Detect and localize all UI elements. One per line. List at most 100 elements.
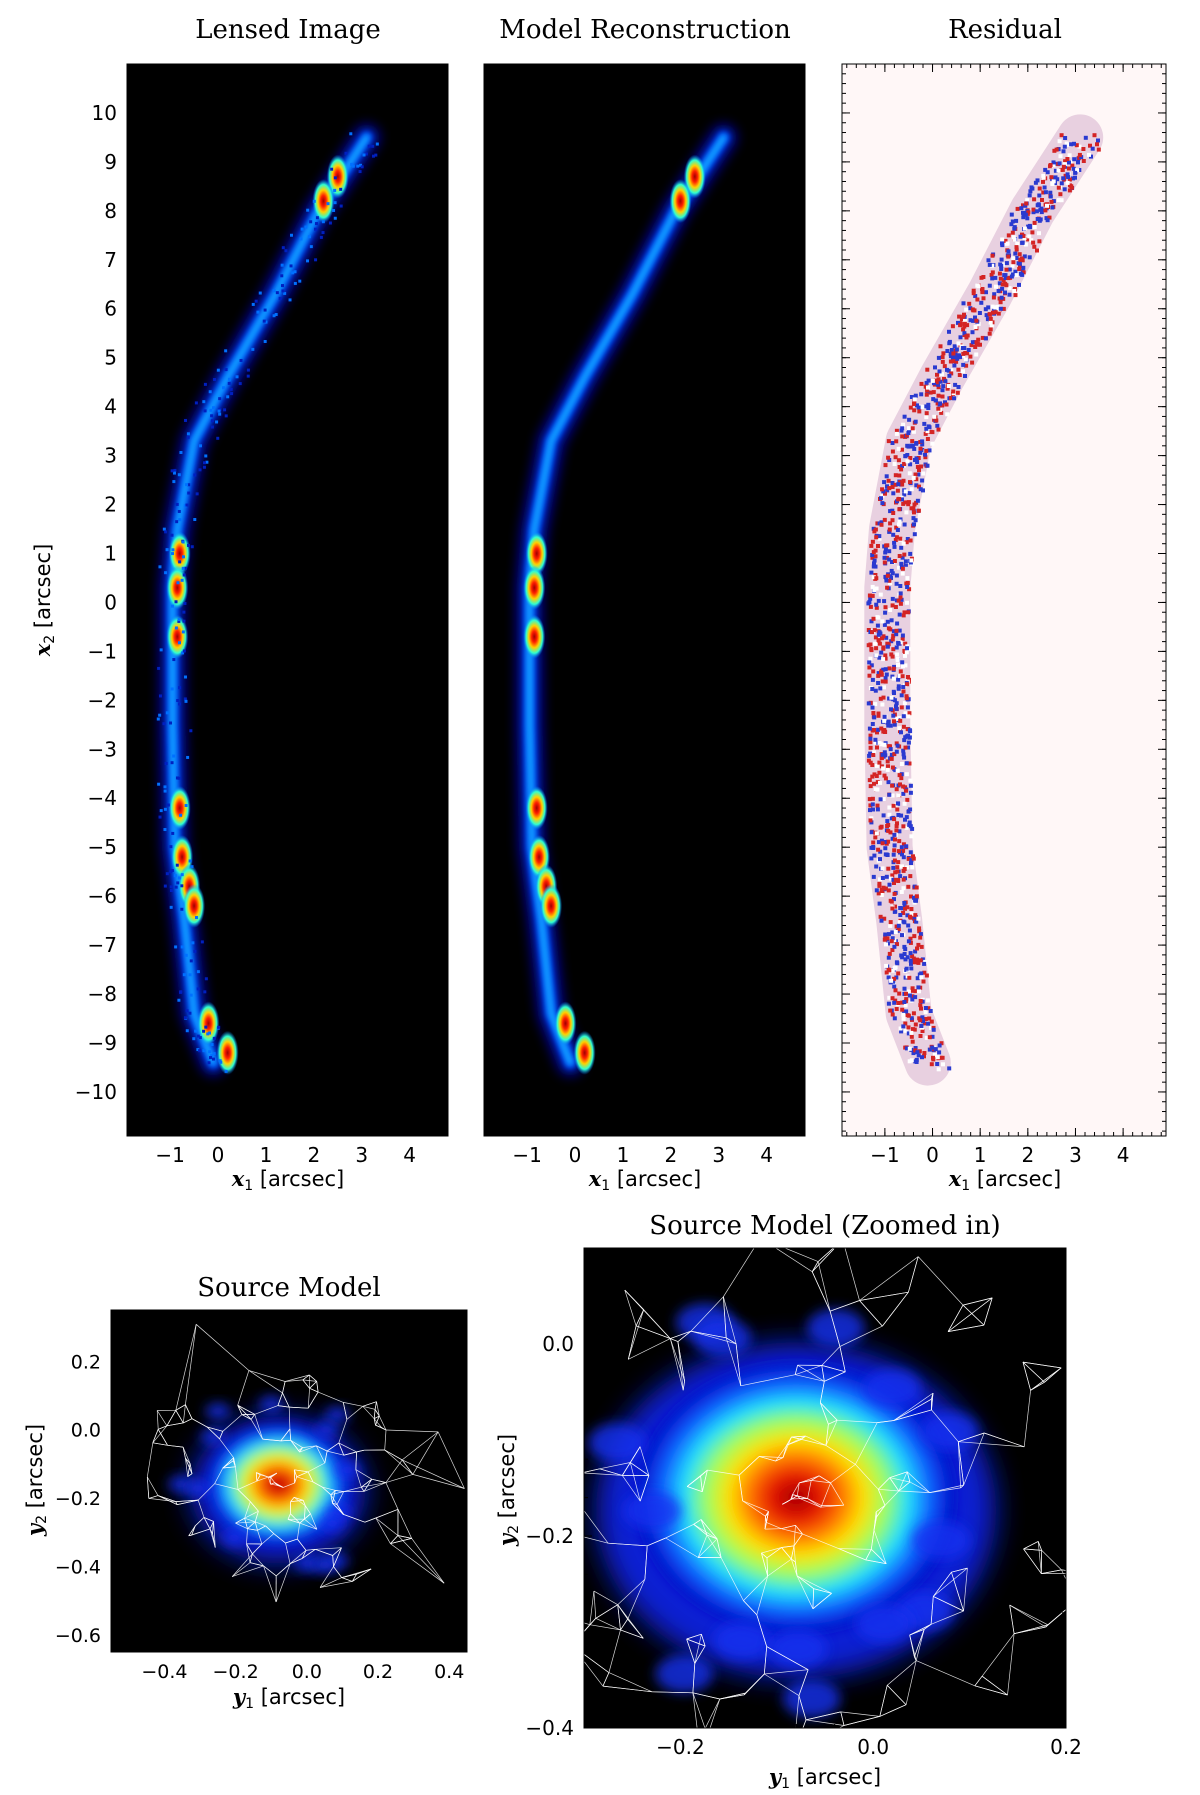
residual-pixel: [894, 1007, 899, 1011]
mesh-edge: [294, 1476, 298, 1484]
residual-pixel: [921, 1019, 925, 1024]
arc-noise-pixel: [169, 845, 173, 849]
mesh-edge: [697, 1534, 708, 1558]
mesh-edge: [824, 1371, 846, 1382]
residual-pixel: [872, 628, 877, 633]
residual-pixel: [1062, 144, 1067, 149]
residual-pixel: [892, 817, 897, 822]
arc-noise-pixel: [309, 220, 313, 224]
x-tick-label: 4: [403, 1143, 416, 1167]
residual-pixel: [980, 290, 985, 295]
residual-pixel: [993, 275, 998, 280]
residual-pixel: [901, 824, 906, 829]
residual-pixel: [883, 846, 888, 851]
panel-residual: Residual −1 0 1 2 3 4 x1 [arcsec]: [841, 15, 1167, 1194]
mesh-edge: [355, 1469, 372, 1480]
residual-pixel: [1043, 208, 1048, 213]
arc-noise-pixel: [185, 483, 189, 487]
residual-pixel: [933, 378, 938, 383]
mesh-edge: [297, 1523, 301, 1540]
mesh-edge: [375, 1517, 399, 1536]
residual-pixel: [935, 401, 940, 406]
arc-noise-pixel: [164, 571, 168, 575]
residual-pixel: [1018, 271, 1023, 276]
residual-pixel: [1059, 181, 1064, 186]
residual-pixel: [890, 485, 895, 489]
residual-pixel: [874, 576, 879, 581]
residual-pixel: [1019, 206, 1024, 211]
mesh-edge: [307, 1388, 310, 1409]
arc-noise-pixel: [162, 722, 166, 726]
residual-pixel: [919, 381, 924, 386]
residual-pixel: [867, 726, 872, 731]
arc-noise-pixel: [171, 831, 175, 835]
residual-pixel: [917, 468, 921, 473]
residual-pixel: [890, 930, 895, 935]
residual-pixel: [907, 761, 912, 766]
residual-pixel: [886, 823, 891, 827]
mesh-edge: [878, 1488, 899, 1492]
residual-pixel: [933, 398, 938, 403]
residual-pixel: [874, 535, 879, 540]
arc-noise-pixel: [212, 406, 216, 410]
mesh-edge: [844, 1248, 860, 1301]
residual-pixel: [900, 660, 905, 665]
residual-pixel: [1006, 233, 1011, 238]
source-patch: [863, 1369, 921, 1408]
residual-pixel: [886, 888, 891, 893]
residual-pixel: [898, 601, 903, 606]
arc-noise-pixel: [156, 717, 160, 721]
residual-pixel: [913, 472, 918, 477]
mesh-edge: [255, 1472, 258, 1482]
mesh-edge: [362, 1406, 375, 1419]
arc-noise-pixel: [189, 993, 193, 997]
arc-noise-pixel: [313, 227, 317, 231]
mesh-edge: [212, 1533, 216, 1548]
residual-pixel: [899, 762, 904, 766]
arc-noise-pixel: [251, 347, 255, 351]
arc-noise-pixel: [202, 1049, 206, 1053]
mesh-edge: [309, 1381, 317, 1389]
mesh-edge: [620, 1629, 644, 1639]
mesh-edge: [802, 1719, 807, 1728]
mesh-edge: [608, 1542, 648, 1547]
arc-noise-pixel: [193, 517, 197, 521]
residual-pixel: [911, 516, 916, 521]
arc-noise-pixel: [230, 392, 234, 396]
residual-pixel: [883, 656, 888, 661]
residual-pixel: [965, 323, 970, 328]
residual-pixel: [881, 489, 886, 494]
arc-noise-pixel: [210, 1054, 214, 1058]
residual-pixel: [885, 573, 890, 578]
mesh-edge: [759, 1456, 776, 1462]
residual-pixel: [1028, 189, 1033, 194]
source-patch: [588, 1423, 646, 1462]
y-tick-label: −2: [88, 688, 117, 712]
residual-pixel: [879, 838, 884, 843]
residual-pixel: [879, 522, 884, 527]
residual-pixel: [926, 378, 931, 383]
mesh-edge: [628, 1338, 671, 1360]
residual-pixel: [883, 546, 888, 551]
residual-pixel: [993, 310, 998, 315]
residual-pixel: [894, 924, 899, 929]
residual-pixel: [916, 1053, 921, 1058]
arc-knot: [523, 565, 546, 610]
mesh-edge: [289, 1550, 307, 1564]
residual-pixel: [887, 486, 892, 491]
residual-pixel: [963, 357, 968, 362]
arc-noise-pixel: [330, 167, 334, 171]
source-model-image: [146, 1324, 465, 1603]
mesh-edge: [287, 1513, 291, 1520]
residual-pixel: [925, 437, 930, 441]
residual-pixel: [891, 877, 896, 882]
residual-pixel: [1014, 218, 1019, 223]
arc-noise-pixel: [198, 1049, 202, 1053]
residual-pixel: [896, 640, 901, 645]
mesh-edge: [283, 1482, 295, 1488]
residual-pixel: [877, 641, 882, 646]
residual-pixel: [875, 807, 880, 812]
residual-pixel: [871, 874, 876, 879]
residual-pixel: [961, 327, 966, 332]
residual-pixel: [872, 715, 877, 720]
